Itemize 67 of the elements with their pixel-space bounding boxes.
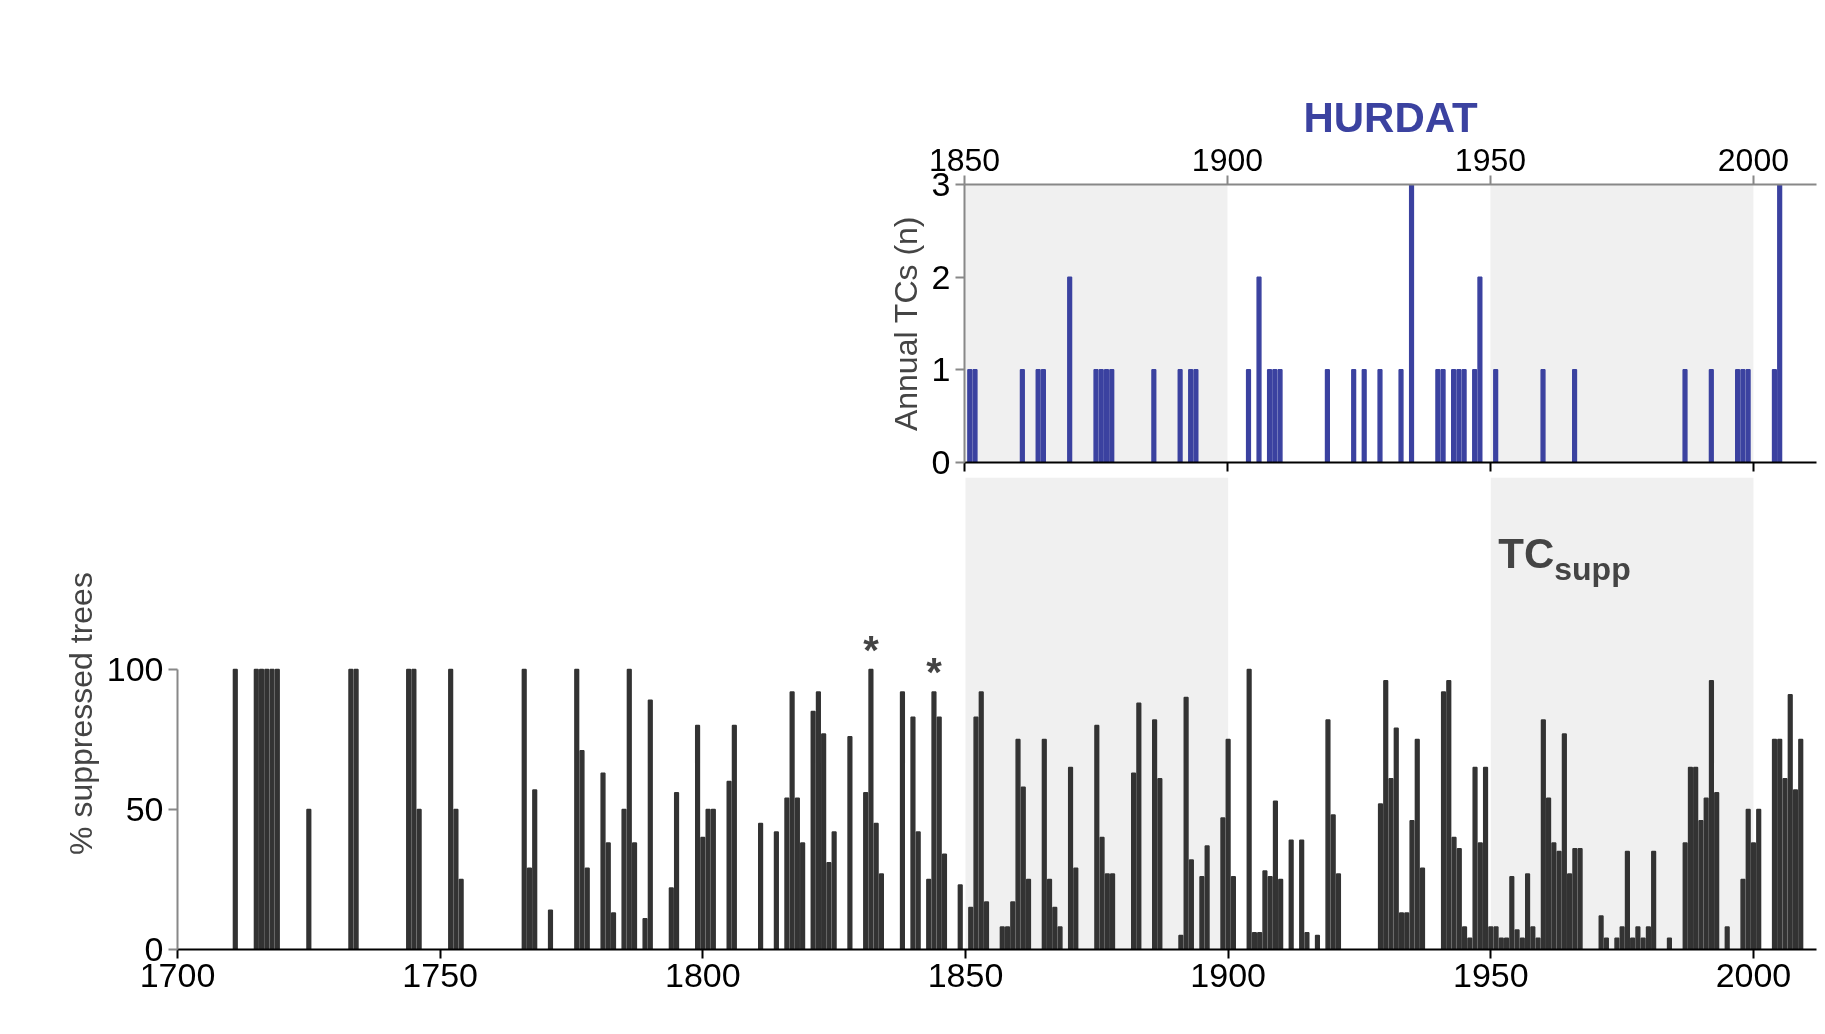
bar: [1351, 369, 1357, 463]
bar: [1188, 369, 1194, 463]
y-tick-label: 0: [931, 443, 951, 481]
bar: [1708, 680, 1715, 950]
bar: [1666, 937, 1672, 950]
bar: [1687, 766, 1694, 950]
y-tick-label: 50: [125, 790, 164, 829]
bar: [1771, 738, 1778, 950]
bar: [1398, 369, 1404, 463]
x-tick-label: 1750: [402, 955, 478, 994]
x-tick-label: 1900: [1190, 955, 1266, 994]
bar: [1493, 369, 1499, 463]
bar: [1482, 766, 1489, 950]
annotation: *: [863, 627, 880, 672]
bar: [258, 668, 265, 950]
bar: [1571, 369, 1578, 463]
bar: [1151, 369, 1157, 463]
bar: [1314, 934, 1321, 950]
x-tick-label: 2000: [1717, 141, 1789, 178]
y-tick-label: 100: [106, 650, 164, 689]
bar: [694, 724, 701, 950]
x-tick-label: 1800: [665, 955, 741, 994]
chart-title: HURDAT: [1303, 93, 1478, 141]
bar: [547, 909, 554, 950]
y-axis-title: Annual TCs (n): [887, 216, 924, 432]
bar: [1408, 184, 1415, 463]
bar: [957, 884, 963, 950]
bar: [1272, 800, 1279, 950]
x-tick-label: 1950: [1452, 955, 1529, 994]
bar: [1735, 369, 1741, 463]
x-tick-label: 1850: [927, 955, 1004, 994]
y-tick-label: 1: [931, 350, 951, 389]
bar: [1067, 276, 1073, 463]
bar: [1152, 719, 1158, 950]
annotation: *: [926, 649, 943, 694]
bar: [673, 791, 680, 950]
bar: [306, 808, 312, 950]
bar: [1177, 369, 1183, 463]
bar: [1724, 926, 1730, 950]
bar: [1708, 369, 1714, 463]
bar: [899, 691, 906, 950]
bar: [847, 735, 853, 950]
bar: [1324, 369, 1330, 463]
y-tick-label: 2: [931, 257, 951, 296]
bar: [1288, 839, 1294, 950]
bar: [758, 822, 764, 950]
bar: [1377, 369, 1383, 463]
bar: [1256, 276, 1262, 463]
bar: [1361, 369, 1367, 463]
bar: [1540, 369, 1546, 463]
bar: [1040, 369, 1046, 463]
bar: [1245, 369, 1252, 463]
bar: [1109, 873, 1116, 950]
bar: [406, 668, 412, 950]
bar: [1019, 369, 1025, 463]
x-tick-label: 1950: [1454, 141, 1527, 178]
bar: [1103, 369, 1110, 463]
y-axis-title: % suppressed trees: [62, 572, 99, 855]
bar: [1451, 369, 1457, 463]
bar: [1067, 766, 1074, 950]
bar: [232, 668, 238, 950]
bar: [1266, 369, 1273, 463]
x-tick-label: 1900: [1191, 141, 1264, 178]
bar: [1682, 369, 1688, 463]
bar: [773, 831, 779, 950]
x-tick-label: 2000: [1715, 955, 1792, 994]
bar: [1524, 873, 1531, 950]
